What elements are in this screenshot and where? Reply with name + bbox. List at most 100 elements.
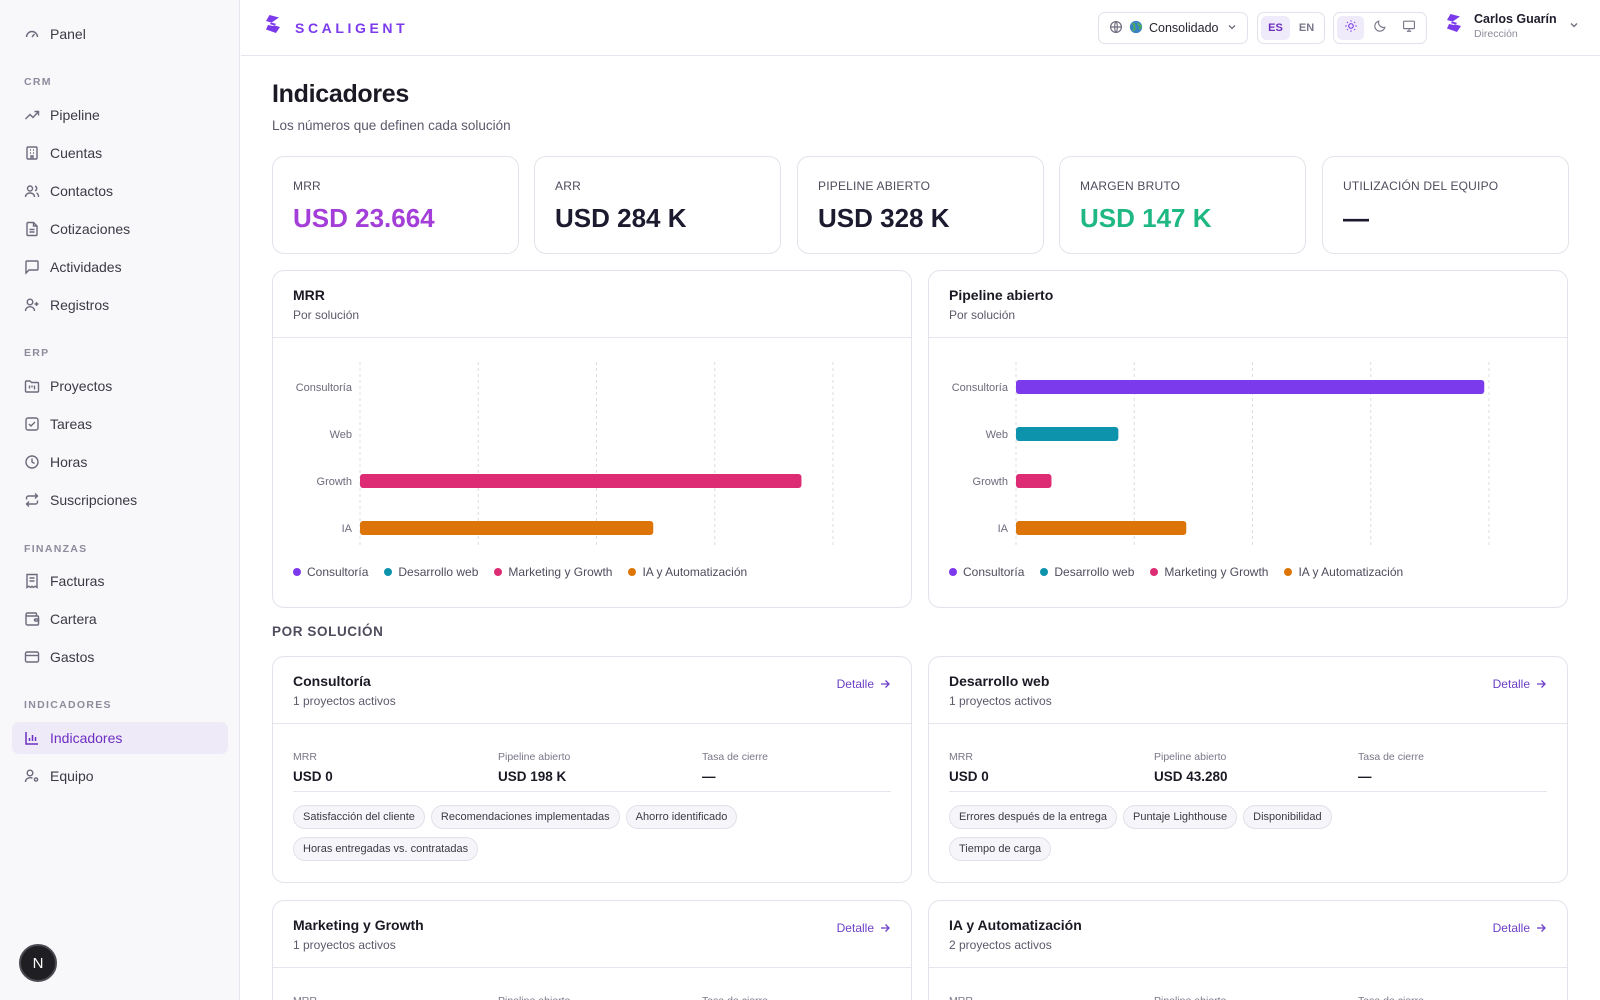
category-label: Consultoría	[296, 382, 353, 394]
bar-chart-icon	[24, 730, 40, 746]
language-switcher: ES EN	[1257, 12, 1325, 44]
repeat-icon	[24, 492, 40, 508]
sidebar-item-registros[interactable]: Registros	[12, 289, 228, 321]
legend-item: Desarrollo web	[384, 565, 478, 579]
lang-en-button[interactable]: EN	[1298, 22, 1315, 34]
divider	[929, 967, 1567, 968]
sidebar-item-cuentas[interactable]: Cuentas	[12, 137, 228, 169]
chart-subtitle: Por solución	[293, 308, 360, 322]
mrr-chart: Consultoría Web Growth IA	[296, 362, 834, 548]
sidebar-item-pipeline[interactable]: Pipeline	[12, 99, 228, 131]
metric-value: —	[1358, 769, 1372, 784]
metric-label: Tasa de cierre	[1358, 751, 1424, 763]
dark-theme-button[interactable]	[1366, 16, 1393, 40]
divider	[273, 967, 911, 968]
sidebar-item-label: Suscripciones	[50, 492, 138, 508]
sidebar-item-cartera[interactable]: Cartera	[12, 603, 228, 635]
sidebar-item-indicadores[interactable]: Indicadores	[12, 722, 228, 754]
metric-value: USD 0	[949, 769, 989, 784]
clock-icon	[24, 454, 40, 470]
legend-label: IA y Automatización	[642, 565, 748, 579]
chevron-down-icon	[1569, 17, 1579, 35]
metric-label: MRR	[949, 751, 973, 763]
category-label: Web	[330, 429, 352, 441]
solution-title: IA y Automatización	[949, 917, 1082, 933]
user-avatar-logo-icon	[1444, 13, 1464, 40]
sidebar-item-horas[interactable]: Horas	[12, 446, 228, 478]
kpi-tag: Horas entregadas vs. contratadas	[293, 837, 479, 861]
kpi-card-arr: ARR USD 284 K	[534, 156, 781, 254]
detail-label: Detalle	[1492, 921, 1530, 935]
legend-item: Consultoría	[293, 565, 368, 579]
kpi-tag: Recomendaciones implementadas	[430, 805, 620, 829]
sidebar-item-cotizaciones[interactable]: Cotizaciones	[12, 213, 228, 245]
kpi-value: USD 23.664	[293, 203, 435, 233]
detail-label: Detalle	[836, 677, 874, 691]
scope-selector[interactable]: Consolidado	[1098, 12, 1248, 44]
system-theme-button[interactable]	[1396, 16, 1423, 40]
legend-dot	[1284, 568, 1293, 576]
metric: Pipeline abierto USD 43.280	[1154, 751, 1228, 784]
user-menu[interactable]: Carlos Guarín Dirección	[1444, 12, 1579, 40]
legend-label: Desarrollo web	[398, 565, 479, 579]
kpi-tag: Disponibilidad	[1243, 805, 1332, 829]
sidebar-item-label: Horas	[50, 454, 88, 470]
metric-value: —	[702, 769, 716, 784]
divider	[929, 337, 1567, 338]
divider	[273, 723, 911, 724]
sidebar-item-equipo[interactable]: Equipo	[12, 760, 228, 792]
moon-icon	[1373, 19, 1387, 38]
metric: MRR USD 0	[293, 751, 333, 784]
solution-card-desarrollo-web: Desarrollo web 1 proyectos activos Detalle…	[928, 656, 1568, 883]
legend-dot	[384, 568, 393, 576]
metric-label: Pipeline abierto	[498, 995, 570, 1000]
legend-item: Marketing y Growth	[494, 565, 612, 579]
detail-link[interactable]: Detalle	[1493, 677, 1547, 691]
top-bar: SCALIGENT Consolidado ES EN Carlos Guarí…	[241, 0, 1600, 56]
sidebar-item-gastos[interactable]: Gastos	[12, 641, 228, 673]
detail-link[interactable]: Detalle	[837, 921, 891, 935]
sidebar-item-proyectos[interactable]: Proyectos	[12, 370, 228, 402]
bar-ia	[1016, 521, 1187, 535]
monitor-icon	[1402, 19, 1416, 38]
category-label: Growth	[317, 476, 352, 488]
pipeline-chart: Consultoría Web Growth IA	[952, 362, 1490, 548]
sidebar-item-panel[interactable]: Panel	[12, 18, 228, 50]
legend-item: Marketing y Growth	[1150, 565, 1268, 579]
legend-label: Marketing y Growth	[508, 565, 613, 579]
kpi-card-margen: MARGEN BRUTO USD 147 K	[1059, 156, 1306, 254]
sidebar-item-actividades[interactable]: Actividades	[12, 251, 228, 283]
bar-growth	[1016, 474, 1052, 488]
kpi-label: MARGEN BRUTO	[1080, 179, 1181, 193]
solution-title: Marketing y Growth	[293, 917, 424, 933]
dev-tools-badge[interactable]: N	[19, 944, 57, 982]
detail-link[interactable]: Detalle	[1493, 921, 1547, 935]
kpi-card-utilizacion: UTILIZACIÓN DEL EQUIPO —	[1322, 156, 1569, 254]
sidebar-item-suscripciones[interactable]: Suscripciones	[12, 484, 228, 516]
detail-link[interactable]: Detalle	[837, 677, 891, 691]
detail-label: Detalle	[836, 921, 874, 935]
sun-icon	[1344, 19, 1358, 38]
legend-dot	[1150, 568, 1159, 576]
sidebar: Panel CRM Pipeline Cuentas Contactos Cot…	[0, 0, 240, 1000]
page-title: Indicadores	[272, 80, 410, 108]
legend-label: Consultoría	[963, 565, 1025, 579]
divider	[273, 337, 911, 338]
sidebar-item-facturas[interactable]: Facturas	[12, 565, 228, 597]
scope-label: Consolidado	[1149, 21, 1219, 35]
chart-title: MRR	[293, 287, 325, 303]
sidebar-item-contactos[interactable]: Contactos	[12, 175, 228, 207]
legend-item: Consultoría	[949, 565, 1024, 579]
brand[interactable]: SCALIGENT	[263, 14, 408, 41]
metric: Pipeline abierto USD 198 K	[498, 751, 570, 784]
sidebar-item-tareas[interactable]: Tareas	[12, 408, 228, 440]
lang-es-button[interactable]: ES	[1261, 16, 1290, 40]
chart-legend: Consultoría Desarrollo web Marketing y G…	[949, 565, 1419, 579]
sidebar-item-label: Proyectos	[50, 378, 113, 394]
metric-label: MRR	[293, 995, 317, 1000]
kpi-tags: Satisfacción del cliente Recomendaciones …	[293, 805, 771, 869]
metric-label: MRR	[949, 995, 973, 1000]
chart-subtitle: Por solución	[949, 308, 1016, 322]
sidebar-section-finanzas: FINANZAS	[24, 543, 88, 555]
light-theme-button[interactable]	[1337, 16, 1365, 40]
